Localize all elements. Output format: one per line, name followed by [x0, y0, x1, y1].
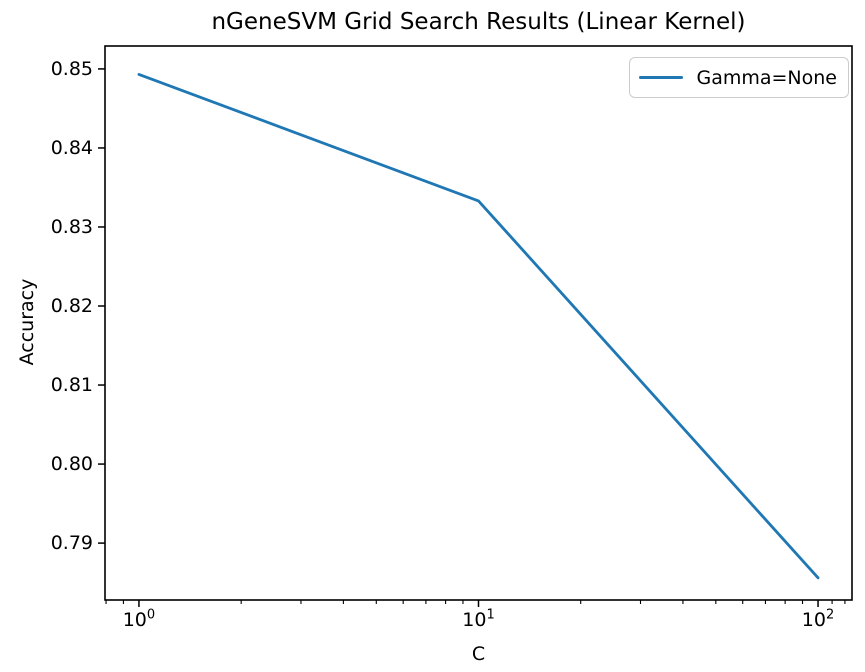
plot-spines — [104, 45, 853, 601]
x-tick-label: 102 — [801, 607, 835, 631]
y-tick-label: 0.83 — [50, 215, 93, 238]
y-tick-label: 0.79 — [50, 532, 93, 555]
x-axis-label: C — [471, 643, 486, 665]
x-tick-label: 101 — [462, 607, 495, 631]
x-tick-label: 100 — [122, 607, 156, 631]
series-line — [137, 73, 820, 580]
legend-label: Gamma=None — [696, 66, 837, 89]
legend: Gamma=None — [629, 57, 849, 98]
legend-line-sample — [639, 76, 684, 79]
y-tick-label: 0.84 — [50, 136, 93, 159]
y-tick-label: 0.80 — [50, 453, 93, 476]
y-tick-label: 0.82 — [50, 295, 93, 317]
y-tick-label: 0.85 — [50, 57, 93, 80]
chart-title: nGeneSVM Grid Search Results (Linear Ker… — [211, 9, 746, 35]
y-tick-label: 0.81 — [50, 374, 93, 397]
